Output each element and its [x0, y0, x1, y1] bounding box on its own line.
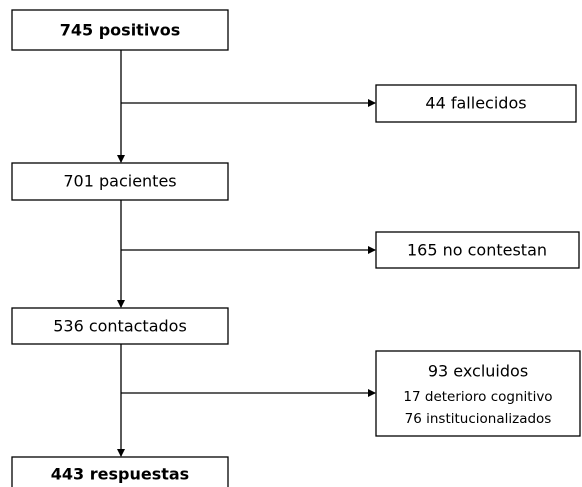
node-detail: 17 deterioro cognitivo: [403, 389, 552, 405]
node-detail: 76 institucionalizados: [405, 411, 552, 427]
node-label: 536 contactados: [53, 317, 187, 336]
node-box: [375, 350, 581, 437]
node-box: [11, 307, 229, 345]
node-label: 93 excluidos: [428, 362, 528, 381]
node-box: [375, 231, 580, 269]
node-label: 701 pacientes: [63, 172, 176, 191]
node-label: 443 respuestas: [51, 465, 189, 484]
node-box: [11, 456, 229, 487]
node-label: 165 no contestan: [407, 241, 547, 260]
node-label: 745 positivos: [60, 21, 181, 40]
node-box: [11, 9, 229, 51]
node-label: 44 fallecidos: [425, 94, 526, 113]
node-box: [11, 162, 229, 201]
node-box: [375, 84, 577, 123]
